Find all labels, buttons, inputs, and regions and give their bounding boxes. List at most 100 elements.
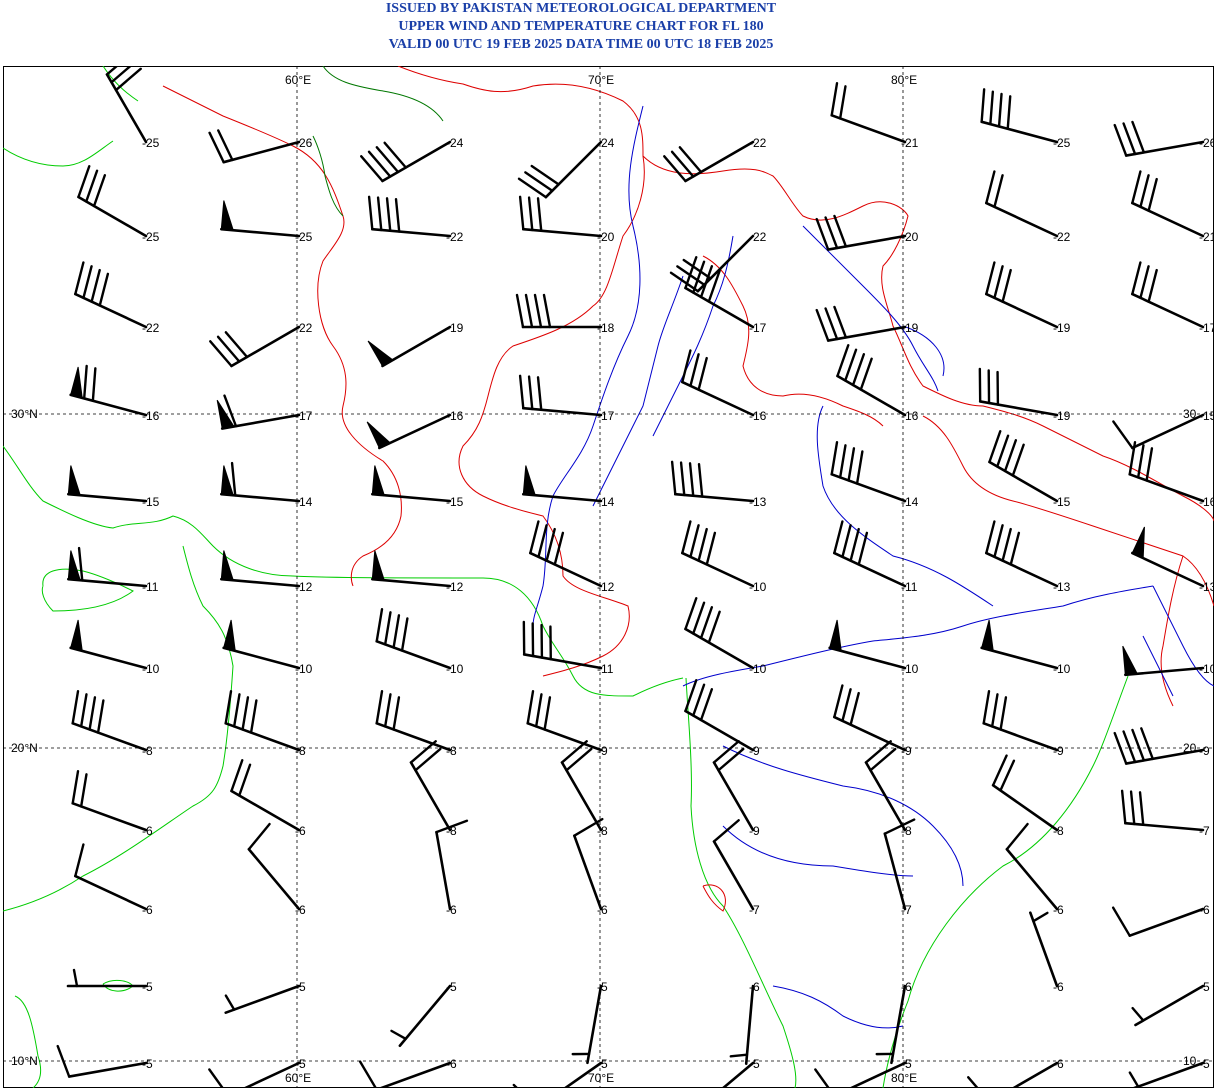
barb-feather	[367, 195, 374, 231]
barb-half-feather	[1131, 1006, 1145, 1022]
barb-staff	[381, 325, 452, 368]
wind-barb: -13	[1131, 526, 1214, 594]
barb-staff	[377, 1061, 452, 1088]
barb-staff	[980, 646, 1059, 670]
barb-pennant	[67, 550, 81, 581]
barb-feather	[999, 759, 1016, 792]
barb-pennant	[366, 421, 392, 449]
barb-staff	[526, 722, 603, 752]
barb-feather	[515, 293, 525, 329]
barb-feather	[1136, 444, 1145, 479]
temperature-label: -19	[1053, 409, 1071, 423]
barb-feather	[1138, 791, 1145, 826]
wind-barb: -10	[681, 520, 767, 594]
barb-staff	[833, 551, 907, 588]
barb-feather	[841, 524, 852, 559]
barb-feather	[864, 740, 892, 764]
barb-feather	[110, 66, 133, 84]
barb-staff	[1128, 473, 1205, 503]
barb-staff	[409, 761, 452, 832]
barb-pennant	[220, 550, 234, 581]
barb-feather	[985, 170, 996, 205]
barb-feather	[1111, 906, 1131, 937]
country-border	[642, 155, 1214, 522]
wind-barb-layer: -25 -26 -24 -24 -22 -21 -25 -26 -25 -25 -22 -20 -22 -…	[56, 66, 1214, 1088]
barb-staff	[71, 722, 148, 752]
wind-barb: -14	[830, 441, 919, 509]
barb-feather	[859, 357, 873, 391]
temperature-label: -24	[446, 136, 464, 150]
barb-staff	[224, 984, 301, 1014]
wind-barb: -8	[991, 754, 1064, 838]
barb-pennant	[220, 200, 234, 231]
barb-feather	[400, 617, 409, 652]
barb-pennant	[367, 340, 394, 367]
barb-feather	[409, 740, 437, 764]
temperature-label: -5	[749, 1057, 760, 1071]
barb-feather	[518, 195, 525, 231]
temperature-label: -6	[1053, 980, 1064, 994]
barb-feather	[824, 216, 839, 250]
barb-staff	[978, 400, 1059, 417]
barb-pennant	[522, 465, 536, 496]
wind-barb: -22	[74, 261, 160, 335]
river	[772, 985, 904, 1029]
barb-feather	[682, 258, 712, 280]
barb-staff	[247, 847, 301, 911]
barb-half-feather	[224, 994, 236, 1011]
wind-barb: -5	[1128, 1057, 1210, 1088]
temperature-label: -5	[1199, 1057, 1210, 1071]
barb-feather	[814, 1068, 831, 1088]
barb-staff	[381, 140, 452, 183]
barb-staff	[1131, 413, 1205, 450]
barb-half-feather	[1032, 911, 1049, 923]
temperature-label: -6	[446, 1057, 457, 1071]
barb-staff	[681, 551, 755, 588]
wind-barb: -17	[518, 374, 615, 423]
temperature-label: -8	[901, 824, 912, 838]
lat-label-30N: 30°N	[11, 407, 38, 421]
temperature-label: -12	[295, 580, 313, 594]
barb-feather	[90, 268, 101, 303]
barb-staff	[1124, 748, 1205, 765]
temperature-label: -5	[295, 1057, 306, 1071]
barb-staff	[370, 227, 452, 238]
barb-feather	[241, 696, 250, 731]
barb-feather	[77, 165, 91, 199]
barb-feather	[77, 546, 84, 582]
barb-feather	[699, 688, 714, 722]
barb-staff	[67, 1061, 148, 1078]
barb-feather	[96, 699, 105, 734]
barb-feather	[85, 169, 99, 203]
wind-barb: -10	[69, 619, 160, 676]
temperature-label: -6	[446, 903, 457, 917]
barb-feather	[247, 822, 271, 851]
barb-feather	[999, 696, 1008, 731]
wind-barb: -8	[409, 740, 457, 838]
temperature-label: -12	[597, 580, 615, 594]
barb-staff	[828, 646, 907, 670]
wind-barb: -6	[573, 817, 608, 917]
barb-staff	[985, 201, 1059, 238]
barb-feather	[988, 430, 1002, 464]
wind-barb: -5	[571, 980, 608, 1065]
header-issuer: ISSUED BY PAKISTAN METEOROLOGICAL DEPART…	[385, 1, 777, 16]
barb-feather	[517, 177, 548, 199]
barb-staff	[1123, 666, 1205, 677]
wind-barb: -13	[670, 460, 767, 509]
wind-barb: -16	[681, 349, 767, 423]
temperature-label: -8	[597, 824, 608, 838]
river	[532, 105, 644, 627]
wind-barb: -22	[985, 170, 1071, 244]
barb-feather	[663, 155, 687, 183]
lon-label-80E-bottom: 80°E	[891, 1071, 917, 1085]
temperature-label: -11	[901, 580, 918, 594]
barb-staff	[230, 789, 301, 832]
barb-pennant	[70, 619, 83, 652]
temperature-label: -17	[1199, 321, 1214, 335]
barb-feather	[669, 271, 700, 293]
barb-staff	[826, 325, 907, 342]
barb-feather	[844, 348, 858, 382]
barb-staff	[242, 1061, 301, 1088]
barb-feather	[71, 690, 80, 725]
